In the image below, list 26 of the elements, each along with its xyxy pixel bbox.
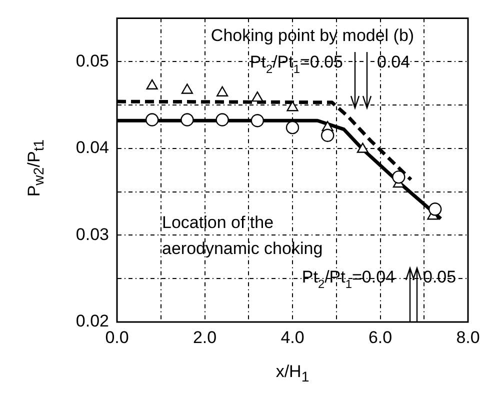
point <box>392 170 406 184</box>
point <box>250 114 264 128</box>
point <box>321 128 334 142</box>
point <box>146 79 158 90</box>
annotation: Location of the aerodynamic choking <box>162 212 323 258</box>
y-tick-label: 0.03 <box>76 224 109 244</box>
point <box>216 113 229 126</box>
point <box>428 202 442 216</box>
x-tick-label: 4.0 <box>280 328 304 347</box>
x-tick-label: 6.0 <box>368 328 392 347</box>
y-tick-label: 0.05 <box>76 51 109 70</box>
point <box>216 86 228 96</box>
annotation: 0.04 <box>377 52 410 72</box>
point <box>181 84 193 94</box>
annotation: 0.05 <box>423 268 456 287</box>
x-axis-title: x/H$_{1}$ <box>274 362 310 386</box>
x-tick-label: 8.0 <box>456 328 480 347</box>
point <box>356 142 368 153</box>
point <box>252 91 264 102</box>
annotation: Choking point by model (b) <box>210 26 414 45</box>
x-tick-label: 2.0 <box>192 328 217 347</box>
point <box>286 101 298 112</box>
point <box>286 120 300 134</box>
point <box>180 113 194 126</box>
y-tick-label: 0.04 <box>76 138 109 158</box>
point <box>146 113 159 126</box>
